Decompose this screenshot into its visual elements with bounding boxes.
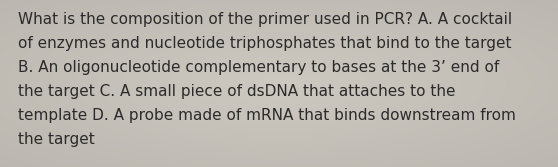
Text: the target C. A small piece of dsDNA that attaches to the: the target C. A small piece of dsDNA tha… — [18, 84, 455, 99]
Text: What is the composition of the primer used in PCR? A. A cocktail: What is the composition of the primer us… — [18, 12, 512, 27]
Text: of enzymes and nucleotide triphosphates that bind to the target: of enzymes and nucleotide triphosphates … — [18, 36, 512, 51]
Text: the target: the target — [18, 132, 95, 147]
Text: B. An oligonucleotide complementary to bases at the 3’ end of: B. An oligonucleotide complementary to b… — [18, 60, 499, 75]
Text: template D. A probe made of mRNA that binds downstream from: template D. A probe made of mRNA that bi… — [18, 108, 516, 123]
